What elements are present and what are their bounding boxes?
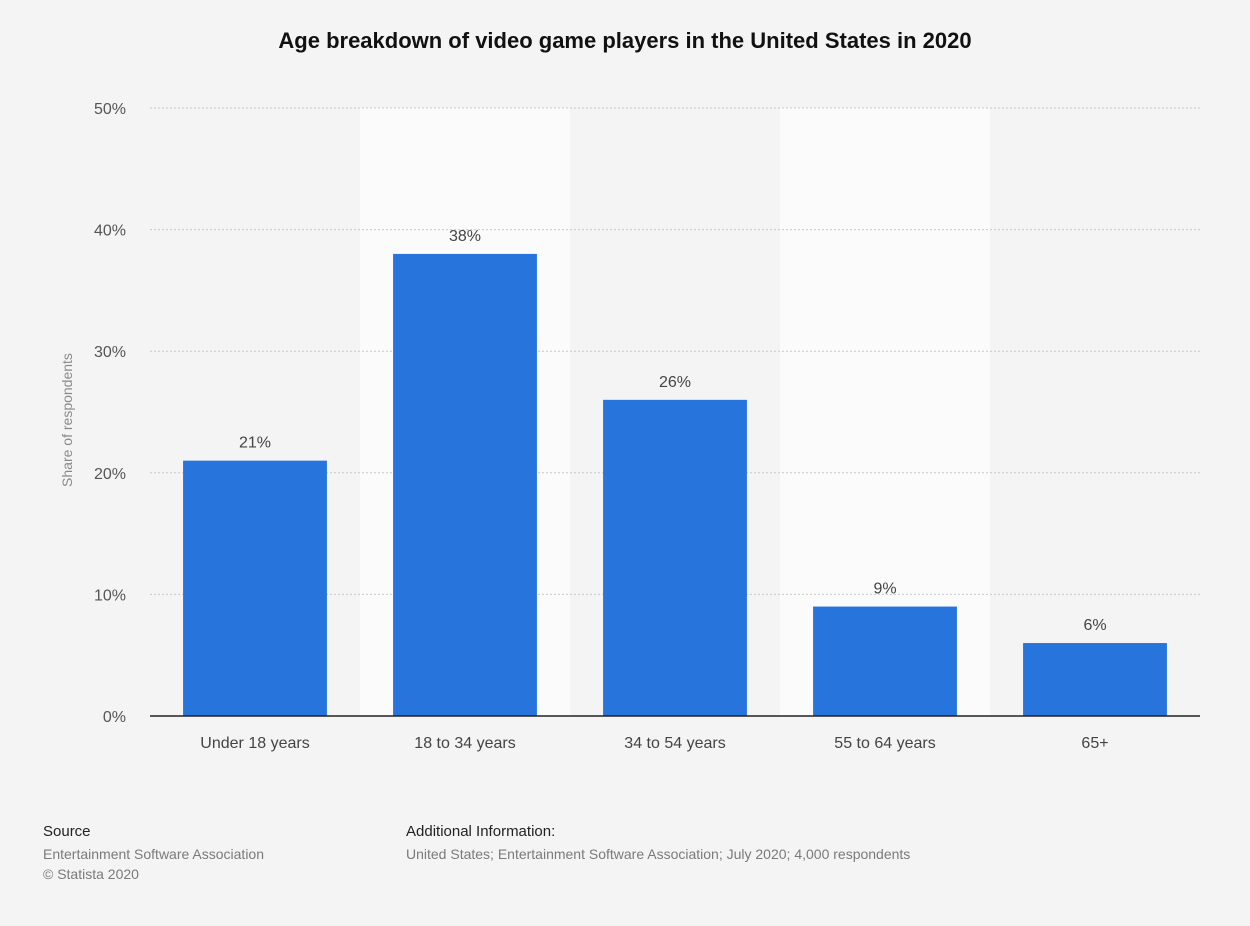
additional-info-text: United States; Entertainment Software As… (406, 846, 911, 862)
x-tick-label: Under 18 years (200, 735, 309, 752)
data-label: 38% (449, 228, 481, 245)
data-label: 6% (1083, 617, 1106, 634)
copyright: © Statista 2020 (43, 866, 139, 882)
x-tick-label: 34 to 54 years (624, 735, 725, 752)
bar (183, 460, 327, 716)
data-labels: 21% 38% 26% 9% 6% (239, 228, 1107, 634)
data-label: 9% (873, 581, 896, 598)
additional-info-section: Additional Information: United States; E… (406, 823, 910, 864)
bar (393, 253, 537, 717)
data-label: 26% (659, 374, 691, 391)
y-tick-label: 0% (103, 709, 126, 726)
data-label: 21% (239, 435, 271, 452)
bar (1023, 643, 1167, 716)
y-tick-label: 10% (94, 587, 126, 604)
source-heading: Source (43, 823, 91, 840)
y-axis-ticks: 0% 10% 20% 30% 40% 50% (94, 101, 126, 726)
bar (813, 606, 957, 716)
additional-info-heading: Additional Information: (406, 823, 556, 840)
chart-title: Age breakdown of video game players in t… (278, 28, 972, 53)
source-section: Source Entertainment Software Associatio… (43, 823, 264, 884)
x-tick-label: 55 to 64 years (834, 735, 935, 752)
y-axis-title: Share of respondents (59, 353, 75, 487)
bars (183, 253, 1167, 717)
bar (603, 399, 747, 716)
y-tick-label: 50% (94, 101, 126, 118)
y-tick-label: 40% (94, 223, 126, 240)
source-name: Entertainment Software Association (43, 846, 265, 862)
x-tick-label: 65+ (1081, 735, 1108, 752)
y-tick-label: 20% (94, 466, 126, 483)
x-tick-label: 18 to 34 years (414, 735, 515, 752)
y-tick-label: 30% (94, 344, 126, 361)
x-axis-ticks: Under 18 years 18 to 34 years 34 to 54 yea… (200, 735, 1108, 752)
